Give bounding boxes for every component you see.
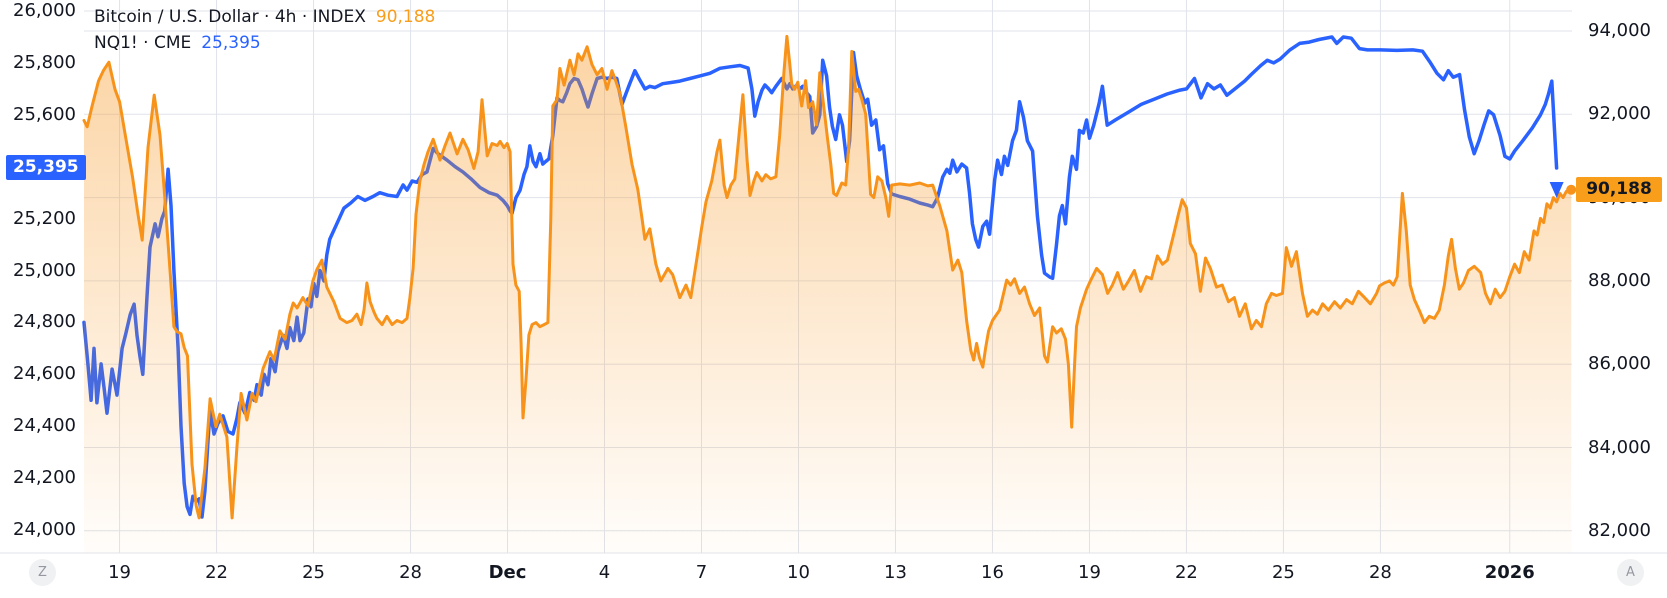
time-axis-tick: 16 <box>981 562 1004 583</box>
legend-btc-value: 90,188 <box>375 7 436 27</box>
time-axis-tick: 10 <box>787 562 810 583</box>
time-axis-tick: 19 <box>108 562 131 583</box>
nq-direction-arrow-icon <box>1549 181 1564 198</box>
scroll-right-button[interactable]: A <box>1617 559 1644 586</box>
btc-area-fill <box>84 36 1572 553</box>
right-axis-tick: 86,000 <box>1588 353 1651 375</box>
left-axis-tick: 24,200 <box>13 467 76 489</box>
time-axis-tick: 28 <box>1368 562 1392 583</box>
time-axis-tick: 28 <box>399 562 422 583</box>
legend-btc-title: Bitcoin / U.S. Dollar · 4h · INDEX <box>94 7 366 27</box>
left-axis-tick: 24,800 <box>13 311 76 333</box>
left-axis-tick: 25,000 <box>13 259 76 281</box>
time-axis-tick: 13 <box>884 562 907 583</box>
scroll-right-label: A <box>1626 565 1635 580</box>
chart-legend: Bitcoin / U.S. Dollar · 4h · INDEX 90,188… <box>94 4 435 56</box>
btc-series-line <box>82 34 1573 520</box>
left-axis-tick: 26,000 <box>13 0 76 21</box>
left-axis-tick: 24,000 <box>13 519 76 540</box>
nq-last-price-label: 25,395 <box>6 154 86 180</box>
legend-row-btc[interactable]: Bitcoin / U.S. Dollar · 4h · INDEX 90,188 <box>94 4 435 30</box>
left-axis-tick: 25,600 <box>13 103 76 125</box>
right-axis-tick: 92,000 <box>1588 103 1651 125</box>
btc-last-price-label: 90,188 <box>1576 176 1662 202</box>
left-axis-tick: 24,400 <box>13 415 76 437</box>
left-axis-tick: 25,800 <box>13 51 76 73</box>
left-axis-tick: 25,200 <box>13 207 76 229</box>
time-axis-tick: 19 <box>1078 562 1101 583</box>
right-axis-tick: 94,000 <box>1588 20 1651 41</box>
time-axis-tick: 22 <box>1174 562 1198 583</box>
scroll-left-button[interactable]: Z <box>29 559 56 586</box>
time-axis-tick: 4 <box>598 562 611 583</box>
time-axis-tick: 22 <box>205 562 228 583</box>
right-axis-tick: 88,000 <box>1588 269 1651 291</box>
legend-nq-value: 25,395 <box>201 33 261 53</box>
time-axis-tick: 25 <box>1271 562 1295 583</box>
legend-nq-title: NQ1! · CME <box>94 33 192 53</box>
btc-last-point-dot <box>1566 184 1577 195</box>
left-axis-tick: 24,600 <box>13 363 76 385</box>
time-axis-tick: 25 <box>302 562 325 583</box>
right-axis-tick: 84,000 <box>1588 436 1651 458</box>
time-axis-tick: 2026 <box>1484 562 1535 583</box>
time-axis-tick: Dec <box>488 562 527 583</box>
right-axis-tick: 82,000 <box>1588 519 1651 541</box>
scroll-left-label: Z <box>38 565 47 580</box>
time-axis-tick: 7 <box>695 562 708 583</box>
legend-row-nq[interactable]: NQ1! · CME 25,395 <box>94 30 435 56</box>
